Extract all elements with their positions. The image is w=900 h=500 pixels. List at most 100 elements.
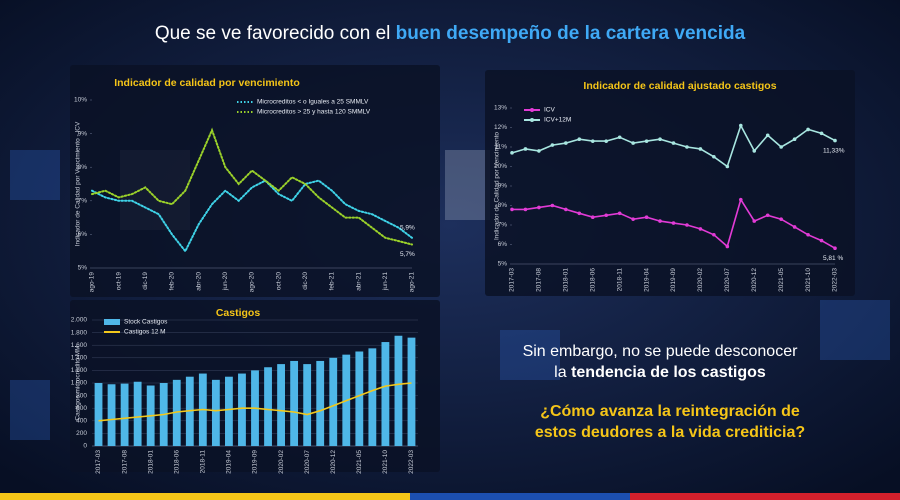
point [658, 219, 662, 223]
x-tick-label: 2020-12 [330, 450, 337, 474]
x-tick-label: abr-20 [195, 272, 202, 291]
y-tick-label: 12% [494, 124, 507, 131]
x-tick-label: 2021-10 [382, 450, 389, 474]
point [537, 205, 541, 210]
panel [70, 65, 440, 297]
point [685, 145, 689, 149]
point [725, 244, 730, 249]
value-label: 5,9% [400, 224, 415, 231]
x-tick-label: 2019-04 [226, 450, 233, 474]
x-tick-label: 2017-03 [95, 450, 102, 474]
x-tick-label: dic-19 [142, 272, 149, 290]
point [712, 232, 716, 237]
point [738, 123, 743, 128]
title-plain: Que se ve favorecido con el [155, 23, 396, 44]
point [698, 147, 703, 151]
x-tick-label: 2020-12 [751, 268, 758, 292]
point [604, 213, 609, 218]
series-line [91, 179, 413, 254]
x-tick-label: 2019-09 [252, 450, 259, 474]
x-tick-label: 2020-07 [724, 268, 731, 292]
y-axis-label: Indicador de Calidad por Vencimiento - I… [75, 121, 82, 246]
point [779, 217, 783, 221]
stripe [0, 493, 410, 500]
x-tick-label: 2022-03 [408, 450, 415, 474]
point [792, 225, 797, 229]
y-tick-label: 9% [78, 130, 88, 137]
y-tick-label: 10% [74, 97, 87, 104]
x-tick-label: 2018-06 [589, 268, 596, 292]
y-tick-label: 9% [498, 183, 508, 190]
slide-title: Que se ve favorecido con el buen desempe… [155, 23, 746, 44]
side-bold: tendencia de los castigos [571, 364, 766, 381]
point [685, 223, 689, 227]
point [792, 137, 797, 141]
point [779, 145, 783, 149]
bar [407, 337, 416, 446]
bar [211, 379, 220, 446]
y-tick-label: 400 [76, 418, 87, 425]
chart-title: Indicador de calidad por vencimiento [114, 77, 300, 89]
x-tick-label: 2022-03 [832, 268, 839, 292]
y-tick-label: 1.800 [71, 329, 88, 336]
bar [264, 367, 272, 446]
y-tick-label: 800 [76, 392, 87, 399]
point [617, 211, 622, 216]
point [671, 221, 676, 225]
x-tick-label: ago-20 [249, 272, 256, 293]
stripe [630, 493, 900, 500]
point [550, 203, 555, 208]
bar [368, 348, 377, 446]
point [806, 127, 810, 132]
point [698, 227, 703, 231]
bar [225, 376, 233, 446]
legend-swatch [104, 319, 120, 325]
bar [381, 342, 390, 446]
value-label: 5,81 % [823, 255, 843, 262]
point [806, 232, 810, 237]
y-tick-label: 200 [76, 430, 87, 437]
point [537, 149, 541, 153]
x-tick-label: jun-20 [222, 272, 229, 291]
point [765, 133, 770, 138]
x-tick-label: feb-21 [329, 272, 336, 291]
series-line [98, 382, 412, 422]
bar [355, 351, 364, 446]
point [712, 154, 716, 159]
point [590, 139, 595, 143]
series-line [91, 127, 413, 246]
y-tick-label: 0 [83, 443, 87, 450]
point [590, 215, 595, 219]
legend-label: Stock Castigos [124, 319, 168, 326]
side-plain: la [554, 364, 571, 381]
side-text: la tendencia de los castigos [554, 364, 766, 381]
x-tick-label: oct-19 [115, 272, 122, 290]
bar [238, 373, 246, 446]
legend-swatch [530, 108, 534, 112]
y-tick-label: 6% [498, 241, 508, 248]
y-tick-label: 13% [494, 105, 507, 112]
chart-title: Indicador de calidad ajustado castigos [583, 80, 776, 92]
stripe [410, 493, 630, 500]
x-tick-label: jun-21 [382, 272, 389, 291]
bar [94, 383, 103, 446]
y-tick-label: 10% [494, 163, 507, 170]
bar [277, 364, 285, 446]
point [752, 219, 757, 223]
y-tick-label: 1.000 [71, 380, 88, 387]
point [644, 215, 649, 219]
point [577, 137, 582, 141]
x-tick-label: 2020-02 [278, 450, 285, 474]
x-tick-label: 2020-07 [304, 450, 311, 474]
point [644, 139, 649, 143]
question: estos deudores a la vida crediticia? [535, 424, 805, 441]
bar [329, 357, 338, 446]
bar [120, 383, 129, 446]
y-tick-label: 5% [78, 265, 88, 272]
y-tick-label: 6% [78, 231, 88, 238]
bar [133, 381, 142, 446]
x-tick-label: 2018-01 [563, 268, 570, 292]
point [819, 238, 824, 243]
y-tick-label: 1.200 [71, 367, 88, 374]
